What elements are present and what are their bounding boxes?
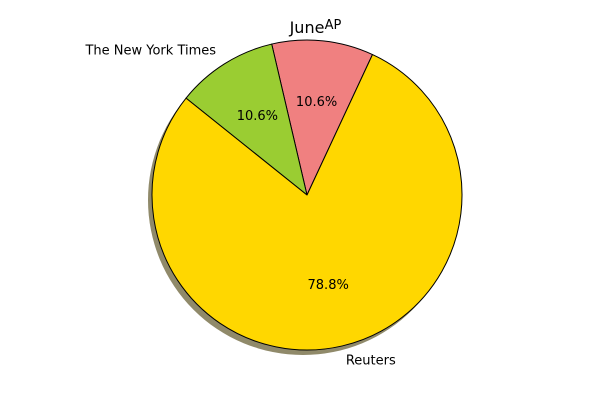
pie-slice-ap xyxy=(271,39,374,196)
percent-label-ap: 10.6% xyxy=(296,95,337,110)
category-label-the-new-york-times: The New York Times xyxy=(84,43,216,58)
percent-label-reuters: 78.8% xyxy=(308,278,349,293)
pie-slices xyxy=(148,39,463,355)
slice-labels: 10.6% AP 10.6% The New York Times 78.8% Reute… xyxy=(84,18,395,369)
pie-slice-reuters xyxy=(151,54,463,351)
chart-title: June xyxy=(289,18,325,37)
pie-slice-the-new-york-times xyxy=(185,43,308,196)
category-label-ap: AP xyxy=(325,18,342,33)
percent-label-the-new-york-times: 10.6% xyxy=(237,109,278,124)
category-label-reuters: Reuters xyxy=(346,354,396,369)
